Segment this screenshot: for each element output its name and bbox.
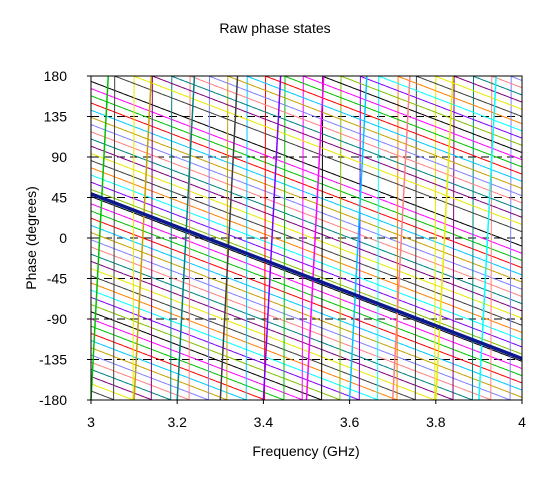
highlighted-phase-line — [90, 192, 523, 361]
phase-state-line — [90, 88, 523, 254]
phase-state-line — [90, 116, 523, 283]
phase-state-line — [90, 75, 523, 401]
wrap-transition-line — [478, 75, 497, 401]
phase-state-line — [90, 181, 523, 348]
y-axis-label: Phase (degrees) — [23, 186, 39, 290]
wrap-transition-line — [262, 75, 282, 401]
phase-state-line — [90, 217, 523, 384]
y-tick-label: 180 — [44, 68, 68, 84]
phase-state-line — [90, 75, 523, 401]
wrap-transition-line — [435, 75, 454, 401]
x-tick-label: 3.8 — [426, 414, 446, 430]
phase-state-line — [90, 75, 523, 401]
phase-state-line — [90, 152, 523, 319]
phase-state-line — [90, 75, 523, 401]
phase-state-line — [90, 75, 523, 401]
x-axis-label: Frequency (GHz) — [252, 443, 359, 459]
series-lines — [90, 75, 523, 401]
phase-state-line — [90, 75, 523, 401]
y-tick-label: 135 — [44, 109, 68, 125]
phase-state-line — [90, 138, 523, 305]
phase-state-line — [90, 75, 523, 401]
y-tick-label: -135 — [39, 352, 67, 368]
x-tick-label: 3.2 — [167, 414, 187, 430]
y-tick-label: -90 — [47, 311, 67, 327]
phase-state-line — [90, 232, 523, 398]
x-tick-label: 3.4 — [254, 414, 274, 430]
phase-state-line — [90, 188, 523, 355]
phase-state-line — [90, 75, 523, 401]
phase-state-line — [90, 75, 523, 401]
phase-state-line — [90, 102, 523, 269]
phase-state-line — [90, 210, 523, 377]
y-axis-ticks: 180 135 90 45 0 -45 -90 -135 -180 — [39, 68, 91, 408]
x-tick-label: 4 — [518, 414, 526, 430]
phase-state-line — [90, 75, 523, 401]
phase-state-line — [90, 224, 523, 391]
phase-state-line — [90, 80, 523, 247]
highlighted-series — [90, 192, 523, 361]
phase-state-line — [90, 196, 523, 362]
phase-state-line — [90, 75, 523, 401]
wrap-transition-line — [219, 75, 239, 401]
wrap-transition-line — [90, 75, 109, 401]
phase-state-line — [90, 167, 523, 333]
y-tick-label: -180 — [39, 392, 67, 408]
phase-state-line — [90, 145, 523, 312]
y-tick-label: 45 — [51, 190, 67, 206]
y-tick-label: 0 — [59, 230, 67, 246]
y-tick-label: -45 — [47, 271, 67, 287]
phase-state-line — [90, 75, 523, 401]
x-axis-ticks: 3 3.2 3.4 3.6 3.8 4 — [87, 400, 526, 430]
phase-state-line — [90, 174, 523, 341]
x-tick-label: 3.6 — [340, 414, 360, 430]
wrap-transition-line — [133, 75, 153, 401]
phase-state-line — [90, 203, 523, 369]
phase-state-line — [90, 160, 523, 326]
phase-state-line — [90, 75, 523, 401]
phase-state-line — [90, 124, 523, 290]
chart-title: Raw phase states — [219, 20, 330, 36]
y-tick-label: 90 — [51, 149, 67, 165]
phase-state-line — [90, 131, 523, 297]
phase-state-line — [90, 75, 523, 401]
wrap-transition-line — [305, 75, 325, 401]
phase-state-line — [90, 95, 523, 261]
wrap-transition-line — [176, 75, 196, 401]
phase-state-line — [90, 109, 523, 276]
wrap-transition-line — [391, 75, 411, 401]
wrap-transition-line — [348, 75, 368, 401]
x-tick-label: 3 — [87, 414, 95, 430]
